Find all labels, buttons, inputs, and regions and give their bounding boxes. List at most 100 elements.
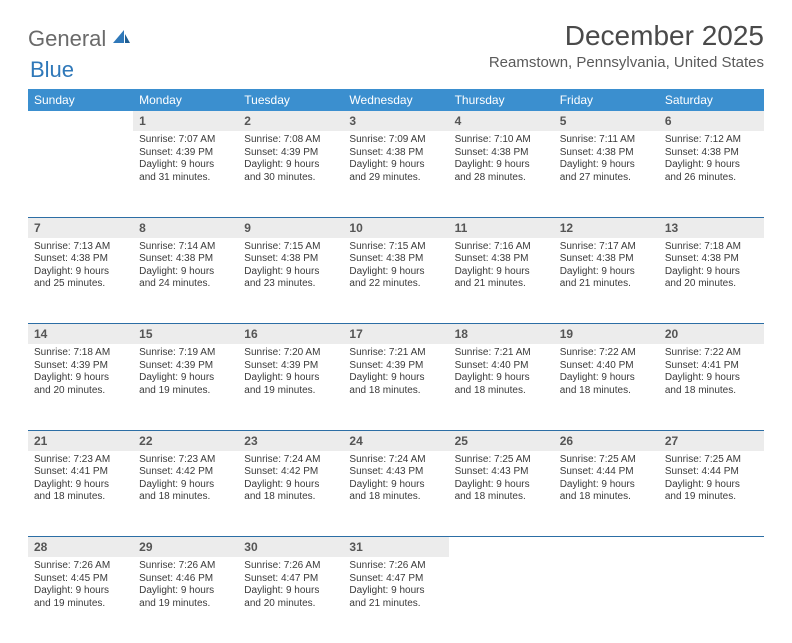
day-cell: Sunrise: 7:07 AMSunset: 4:39 PMDaylight:… xyxy=(133,131,238,217)
day-cell xyxy=(554,557,659,643)
day-cell-text: Sunrise: 7:08 AMSunset: 4:39 PMDaylight:… xyxy=(244,131,337,184)
day-number: 20 xyxy=(659,324,764,345)
day-number: 27 xyxy=(659,430,764,451)
weekday-header: Wednesday xyxy=(343,89,448,111)
day-cell: Sunrise: 7:19 AMSunset: 4:39 PMDaylight:… xyxy=(133,344,238,430)
day-cell-text: Sunrise: 7:16 AMSunset: 4:38 PMDaylight:… xyxy=(455,238,548,291)
day-cell: Sunrise: 7:26 AMSunset: 4:47 PMDaylight:… xyxy=(343,557,448,643)
day-cell-text: Sunrise: 7:15 AMSunset: 4:38 PMDaylight:… xyxy=(244,238,337,291)
logo: General xyxy=(28,20,133,52)
day-number: 30 xyxy=(238,537,343,558)
day-number: 22 xyxy=(133,430,238,451)
day-cell xyxy=(659,557,764,643)
day-cell: Sunrise: 7:21 AMSunset: 4:40 PMDaylight:… xyxy=(449,344,554,430)
day-cell-text: Sunrise: 7:25 AMSunset: 4:44 PMDaylight:… xyxy=(665,451,758,504)
day-number: 21 xyxy=(28,430,133,451)
weekday-header: Monday xyxy=(133,89,238,111)
day-cell xyxy=(28,131,133,217)
day-cell-text: Sunrise: 7:25 AMSunset: 4:43 PMDaylight:… xyxy=(455,451,548,504)
day-cell-text: Sunrise: 7:26 AMSunset: 4:47 PMDaylight:… xyxy=(244,557,337,610)
day-number: 28 xyxy=(28,537,133,558)
day-cell-text: Sunrise: 7:24 AMSunset: 4:43 PMDaylight:… xyxy=(349,451,442,504)
day-cell-text: Sunrise: 7:21 AMSunset: 4:39 PMDaylight:… xyxy=(349,344,442,397)
day-cell: Sunrise: 7:22 AMSunset: 4:40 PMDaylight:… xyxy=(554,344,659,430)
day-cell-text: Sunrise: 7:19 AMSunset: 4:39 PMDaylight:… xyxy=(139,344,232,397)
day-number: 29 xyxy=(133,537,238,558)
day-number: 7 xyxy=(28,217,133,238)
day-cell: Sunrise: 7:26 AMSunset: 4:45 PMDaylight:… xyxy=(28,557,133,643)
day-number xyxy=(554,537,659,558)
day-cell: Sunrise: 7:15 AMSunset: 4:38 PMDaylight:… xyxy=(343,238,448,324)
day-number xyxy=(28,111,133,131)
day-cell: Sunrise: 7:18 AMSunset: 4:39 PMDaylight:… xyxy=(28,344,133,430)
day-cell-text: Sunrise: 7:10 AMSunset: 4:38 PMDaylight:… xyxy=(455,131,548,184)
day-number: 24 xyxy=(343,430,448,451)
day-number: 17 xyxy=(343,324,448,345)
day-cell: Sunrise: 7:23 AMSunset: 4:41 PMDaylight:… xyxy=(28,451,133,537)
day-number: 5 xyxy=(554,111,659,131)
day-number-row: 28293031 xyxy=(28,537,764,558)
day-number: 16 xyxy=(238,324,343,345)
day-number: 31 xyxy=(343,537,448,558)
day-number: 2 xyxy=(238,111,343,131)
day-number: 19 xyxy=(554,324,659,345)
day-cell: Sunrise: 7:25 AMSunset: 4:43 PMDaylight:… xyxy=(449,451,554,537)
day-number: 12 xyxy=(554,217,659,238)
day-cell-text: Sunrise: 7:09 AMSunset: 4:38 PMDaylight:… xyxy=(349,131,442,184)
day-cell-text: Sunrise: 7:12 AMSunset: 4:38 PMDaylight:… xyxy=(665,131,758,184)
weekday-header: Thursday xyxy=(449,89,554,111)
day-cell-text: Sunrise: 7:23 AMSunset: 4:42 PMDaylight:… xyxy=(139,451,232,504)
day-cell-text xyxy=(665,557,758,560)
day-cell-text: Sunrise: 7:22 AMSunset: 4:41 PMDaylight:… xyxy=(665,344,758,397)
day-cell-text: Sunrise: 7:18 AMSunset: 4:39 PMDaylight:… xyxy=(34,344,127,397)
day-cell-text: Sunrise: 7:25 AMSunset: 4:44 PMDaylight:… xyxy=(560,451,653,504)
day-cell: Sunrise: 7:22 AMSunset: 4:41 PMDaylight:… xyxy=(659,344,764,430)
logo-sail-icon xyxy=(111,28,131,51)
day-content-row: Sunrise: 7:26 AMSunset: 4:45 PMDaylight:… xyxy=(28,557,764,643)
day-cell: Sunrise: 7:25 AMSunset: 4:44 PMDaylight:… xyxy=(554,451,659,537)
day-cell: Sunrise: 7:15 AMSunset: 4:38 PMDaylight:… xyxy=(238,238,343,324)
day-number: 18 xyxy=(449,324,554,345)
day-cell-text: Sunrise: 7:26 AMSunset: 4:46 PMDaylight:… xyxy=(139,557,232,610)
day-cell-text: Sunrise: 7:23 AMSunset: 4:41 PMDaylight:… xyxy=(34,451,127,504)
day-cell: Sunrise: 7:16 AMSunset: 4:38 PMDaylight:… xyxy=(449,238,554,324)
weekday-header-row: Sunday Monday Tuesday Wednesday Thursday… xyxy=(28,89,764,111)
day-content-row: Sunrise: 7:13 AMSunset: 4:38 PMDaylight:… xyxy=(28,238,764,324)
day-number-row: 123456 xyxy=(28,111,764,131)
day-cell-text: Sunrise: 7:13 AMSunset: 4:38 PMDaylight:… xyxy=(34,238,127,291)
day-cell-text: Sunrise: 7:24 AMSunset: 4:42 PMDaylight:… xyxy=(244,451,337,504)
day-cell-text: Sunrise: 7:17 AMSunset: 4:38 PMDaylight:… xyxy=(560,238,653,291)
day-content-row: Sunrise: 7:23 AMSunset: 4:41 PMDaylight:… xyxy=(28,451,764,537)
day-number: 26 xyxy=(554,430,659,451)
day-cell-text: Sunrise: 7:14 AMSunset: 4:38 PMDaylight:… xyxy=(139,238,232,291)
day-cell-text: Sunrise: 7:21 AMSunset: 4:40 PMDaylight:… xyxy=(455,344,548,397)
day-number: 25 xyxy=(449,430,554,451)
day-cell-text: Sunrise: 7:11 AMSunset: 4:38 PMDaylight:… xyxy=(560,131,653,184)
weekday-header: Sunday xyxy=(28,89,133,111)
day-number xyxy=(449,537,554,558)
day-cell xyxy=(449,557,554,643)
day-cell-text: Sunrise: 7:07 AMSunset: 4:39 PMDaylight:… xyxy=(139,131,232,184)
day-cell-text: Sunrise: 7:15 AMSunset: 4:38 PMDaylight:… xyxy=(349,238,442,291)
day-cell: Sunrise: 7:26 AMSunset: 4:47 PMDaylight:… xyxy=(238,557,343,643)
day-cell-text xyxy=(34,131,127,134)
day-cell: Sunrise: 7:12 AMSunset: 4:38 PMDaylight:… xyxy=(659,131,764,217)
weekday-header: Saturday xyxy=(659,89,764,111)
page-title: December 2025 xyxy=(489,20,764,52)
day-cell-text xyxy=(455,557,548,560)
location-text: Reamstown, Pennsylvania, United States xyxy=(489,54,764,71)
day-cell: Sunrise: 7:11 AMSunset: 4:38 PMDaylight:… xyxy=(554,131,659,217)
day-cell: Sunrise: 7:26 AMSunset: 4:46 PMDaylight:… xyxy=(133,557,238,643)
day-number: 13 xyxy=(659,217,764,238)
day-cell: Sunrise: 7:09 AMSunset: 4:38 PMDaylight:… xyxy=(343,131,448,217)
day-cell: Sunrise: 7:25 AMSunset: 4:44 PMDaylight:… xyxy=(659,451,764,537)
day-number xyxy=(659,537,764,558)
day-number-row: 78910111213 xyxy=(28,217,764,238)
day-cell: Sunrise: 7:20 AMSunset: 4:39 PMDaylight:… xyxy=(238,344,343,430)
day-cell: Sunrise: 7:21 AMSunset: 4:39 PMDaylight:… xyxy=(343,344,448,430)
logo-text-general: General xyxy=(28,26,106,52)
day-cell: Sunrise: 7:13 AMSunset: 4:38 PMDaylight:… xyxy=(28,238,133,324)
calendar-table: Sunday Monday Tuesday Wednesday Thursday… xyxy=(28,89,764,643)
day-number: 4 xyxy=(449,111,554,131)
day-cell-text: Sunrise: 7:26 AMSunset: 4:47 PMDaylight:… xyxy=(349,557,442,610)
